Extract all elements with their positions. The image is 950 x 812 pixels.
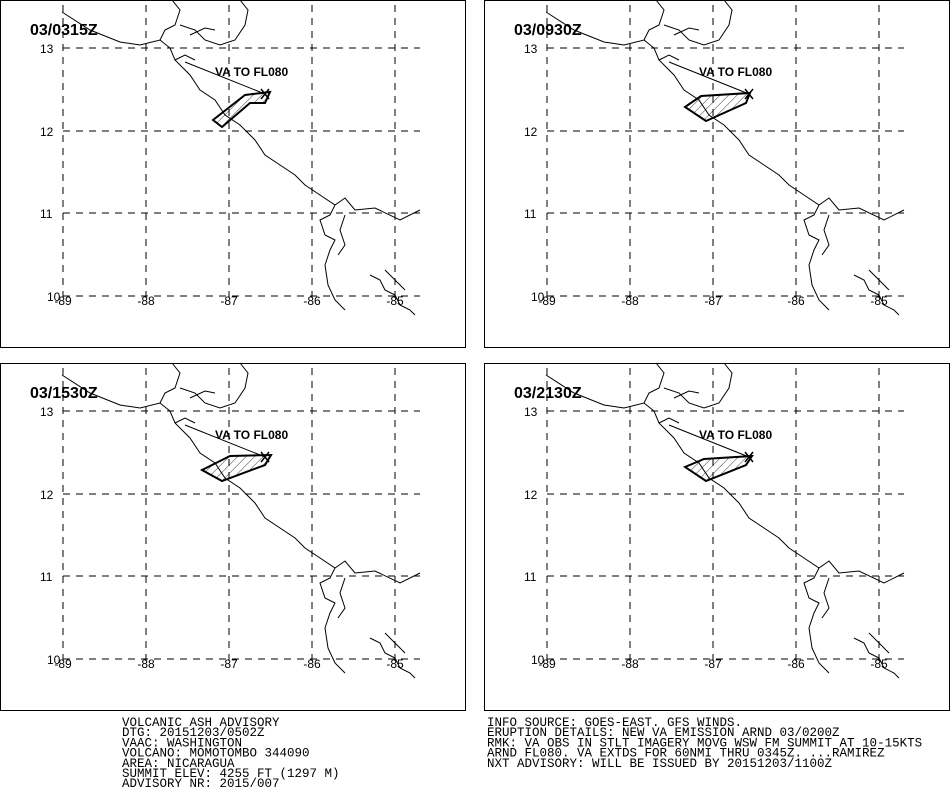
lat-label: 11: [524, 570, 537, 584]
panel-time: 03/1530Z: [30, 385, 98, 402]
plume-annotation: VA TO FL080: [699, 428, 772, 442]
trajectory: [184, 61, 266, 95]
ash-area: [682, 454, 754, 483]
coastline: [61, 362, 421, 679]
lon-label: -86: [303, 657, 321, 671]
panel-frame: [0, 363, 466, 711]
advisory-line: VOLCANIC ASH ADVISORY: [122, 716, 280, 730]
plume-annotation: VA TO FL080: [215, 65, 288, 79]
trajectory: [184, 424, 266, 458]
lon-label: -87: [220, 657, 238, 671]
ash-area: [211, 90, 272, 129]
panel-time: 03/0930Z: [514, 22, 582, 39]
advisory-line: INFO SOURCE: GOES-EAST. GFS WINDS.: [487, 716, 742, 730]
lat-label: 10: [47, 290, 61, 304]
volcano-mark: [744, 88, 754, 100]
lon-label: -87: [704, 657, 722, 671]
lat-label: 10: [531, 290, 545, 304]
trajectory: [668, 61, 750, 95]
advisory-line: DTG: 20151203/0502Z: [122, 726, 265, 740]
lon-label: -89: [54, 294, 72, 308]
lon-label: -86: [303, 294, 321, 308]
advisory-line: AREA: NICARAGUA: [122, 757, 235, 771]
lat-label: 13: [40, 42, 54, 56]
lon-label: -89: [538, 657, 556, 671]
advisory-line: SUMMIT ELEV: 4255 FT (1297 M): [122, 767, 340, 781]
panel-time: 03/0315Z: [30, 22, 98, 39]
lat-label: 13: [524, 405, 538, 419]
lat-label: 12: [524, 125, 538, 139]
volcano-mark: [744, 451, 754, 463]
panel-frame: [0, 0, 466, 348]
lat-label: 10: [531, 653, 545, 667]
lat-label: 13: [40, 405, 54, 419]
lat-label: 12: [524, 488, 538, 502]
lon-label: -88: [137, 657, 155, 671]
advisory-line: ARND FL080. VA EXTDS FOR 60NMI THRU 0345…: [487, 747, 885, 761]
advisory-line: VAAC: WASHINGTON: [122, 736, 242, 750]
lat-label: 13: [524, 42, 538, 56]
lon-label: -87: [704, 294, 722, 308]
volcano-mark: [260, 88, 270, 100]
lon-label: -88: [621, 294, 639, 308]
lon-label: -86: [787, 294, 805, 308]
advisory-line: ADVISORY NR: 2015/007: [122, 777, 280, 791]
panel-time: 03/2130Z: [514, 385, 582, 402]
lon-label: -88: [137, 294, 155, 308]
coastline: [545, 0, 905, 316]
volcano-mark: [260, 451, 270, 463]
lat-label: 11: [524, 207, 537, 221]
lon-label: -89: [54, 657, 72, 671]
lat-label: 12: [40, 488, 54, 502]
advisory-line: VOLCANO: MOMOTOMBO 344090: [122, 747, 310, 761]
lon-label: -87: [220, 294, 238, 308]
advisory-line: NXT ADVISORY: WILL BE ISSUED BY 20151203…: [487, 757, 833, 771]
plume-annotation: VA TO FL080: [699, 65, 772, 79]
lat-label: 10: [47, 653, 61, 667]
lon-label: -86: [787, 657, 805, 671]
advisory-line: RMK: VA OBS IN STLT IMAGERY MOVG WSW FM …: [487, 736, 922, 750]
lon-label: -88: [621, 657, 639, 671]
advisory-line: ERUPTION DETAILS: NEW VA EMISSION ARND 0…: [487, 726, 840, 740]
lat-label: 12: [40, 125, 54, 139]
coastline: [545, 362, 905, 679]
plume-annotation: VA TO FL080: [215, 428, 288, 442]
lat-label: 11: [40, 570, 53, 584]
ash-area: [683, 91, 752, 123]
lon-label: -89: [538, 294, 556, 308]
lat-label: 11: [40, 207, 53, 221]
ash-area: [199, 453, 273, 483]
coastline: [61, 0, 421, 316]
trajectory: [668, 424, 750, 458]
